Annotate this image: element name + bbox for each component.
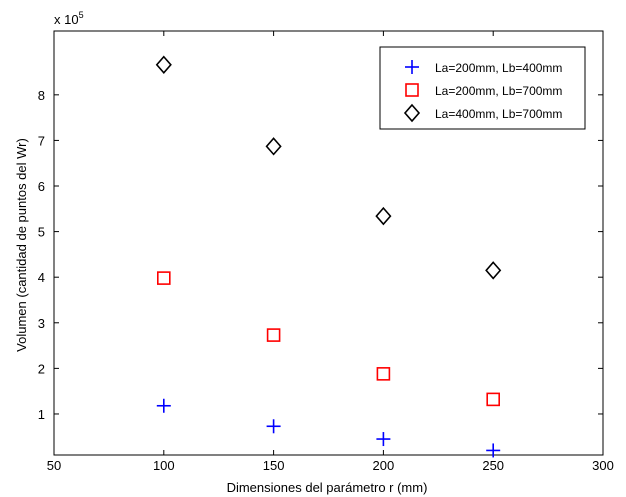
- x-tick-label: 300: [592, 458, 614, 473]
- legend: La=200mm, Lb=400mm La=200mm, Lb=700mm La=4…: [379, 46, 586, 130]
- data-point-series-3: [155, 55, 172, 74]
- data-point-series-1: [266, 419, 281, 434]
- x-tick-label: 250: [482, 458, 504, 473]
- y-tick-label: 2: [38, 361, 45, 376]
- y-tick-label: 8: [38, 88, 45, 103]
- y-axis-ticks: 1 2 3 4 5 6 7 8: [38, 88, 603, 422]
- legend-entry-1: La=200mm, Lb=400mm: [435, 61, 562, 75]
- data-point-series-2: [266, 328, 281, 342]
- x-tick-label: 50: [47, 458, 61, 473]
- legend-entry-2: La=200mm, Lb=700mm: [435, 84, 562, 98]
- legend-marker-2: [405, 83, 419, 97]
- y-axis-multiplier: x 105: [54, 10, 84, 27]
- data-point-series-2: [486, 392, 501, 407]
- data-marks: [155, 55, 502, 458]
- x-tick-label: 150: [263, 458, 285, 473]
- data-point-series-2: [376, 367, 391, 381]
- legend-marker-3: [403, 103, 421, 123]
- y-tick-label: 1: [38, 407, 45, 422]
- legend-entry-3: La=400mm, Lb=700mm: [435, 107, 562, 121]
- data-point-series-2: [157, 271, 171, 285]
- plot-axes: [53, 30, 604, 456]
- data-point-series-1: [486, 443, 501, 458]
- plot-frame: [53, 30, 604, 456]
- y-tick-label: 7: [38, 133, 45, 148]
- y-tick-label: 5: [38, 225, 45, 240]
- data-point-series-3: [485, 261, 502, 280]
- y-tick-label: 4: [38, 270, 45, 285]
- data-point-series-1: [376, 432, 391, 447]
- x-axis-label: Dimensiones del parámetro r (mm): [227, 480, 428, 495]
- data-point-series-3: [265, 137, 282, 156]
- y-tick-label: 3: [38, 316, 45, 331]
- data-point-series-1: [156, 398, 171, 413]
- y-tick-label: 6: [38, 179, 45, 194]
- legend-marker-1: [405, 60, 419, 74]
- x-axis-ticks: 50 100 150 200 250 300: [47, 31, 614, 473]
- y-axis-label: Volumen (cantidad de puntos del Wr): [14, 138, 29, 352]
- data-point-series-3: [375, 206, 392, 226]
- x-tick-label: 100: [153, 458, 175, 473]
- x-tick-label: 200: [373, 458, 395, 473]
- legend-box: [379, 46, 586, 130]
